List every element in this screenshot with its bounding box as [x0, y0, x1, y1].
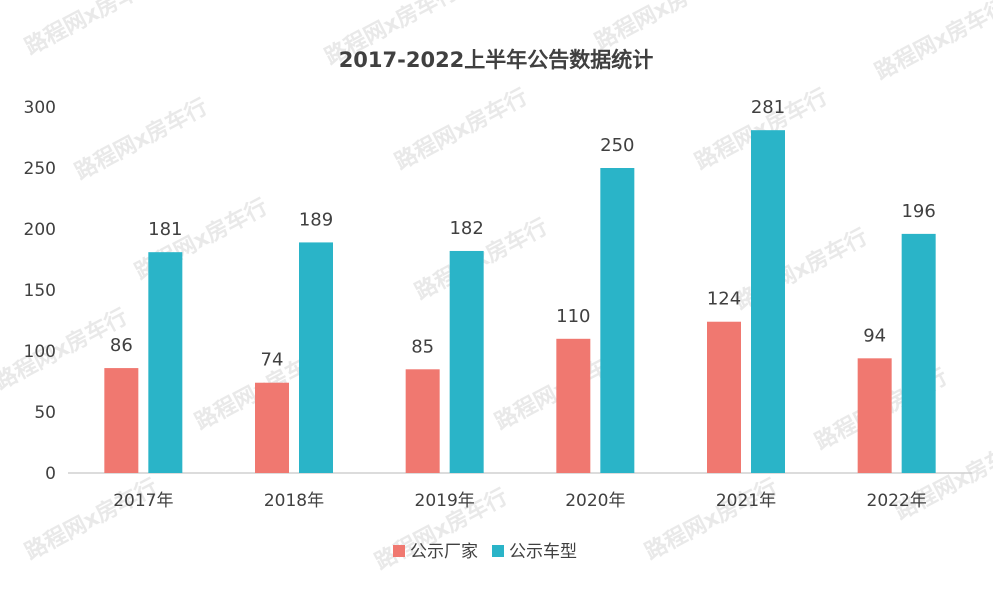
x-tick-label: 2020年 — [565, 491, 625, 511]
bar — [556, 338, 591, 473]
bar — [104, 368, 139, 473]
data-label: 110 — [556, 306, 590, 327]
data-label: 85 — [411, 336, 434, 357]
x-tick-label: 2021年 — [716, 491, 776, 511]
y-tick-label: 100 — [24, 342, 56, 362]
legend: 公示厂家 公示车型 — [393, 542, 577, 562]
watermark-text: 路程网x房车行 — [71, 94, 212, 186]
chart-title: 2017-2022上半年公告数据统计 — [339, 48, 654, 72]
data-label: 181 — [148, 219, 182, 240]
bar — [600, 168, 635, 473]
y-axis: 0 50 100 150 200 250 300 — [24, 98, 56, 484]
watermark-text: 路程网x房车行 — [21, 474, 162, 566]
data-label: 124 — [707, 289, 741, 310]
legend-swatch — [393, 545, 405, 557]
y-tick-label: 0 — [45, 464, 56, 484]
y-tick-label: 150 — [24, 281, 56, 301]
data-label: 74 — [261, 350, 284, 371]
data-label: 250 — [600, 135, 634, 156]
data-label: 86 — [110, 335, 133, 356]
bar — [148, 252, 183, 473]
data-label: 196 — [901, 201, 935, 222]
x-axis: 2017年 2018年 2019年 2020年 2021年 2022年 — [113, 491, 927, 511]
watermark-text: 路程网x房车行 — [641, 474, 782, 566]
data-label: 182 — [449, 218, 483, 239]
legend-swatch — [492, 545, 504, 557]
y-tick-label: 300 — [24, 98, 56, 118]
data-label: 189 — [299, 209, 333, 230]
bar — [299, 242, 333, 473]
legend-label: 公示车型 — [509, 542, 577, 562]
watermark-text: 路程网x房车行 — [391, 84, 532, 176]
bar — [751, 130, 785, 473]
watermark-text: 路程网x房车行 — [591, 0, 732, 55]
bar — [857, 358, 892, 473]
bar — [255, 382, 289, 473]
watermark-text: 路程网x房车行 — [21, 0, 162, 60]
watermark-text: 路程网x房车行 — [871, 0, 993, 85]
x-tick-label: 2017年 — [113, 491, 173, 511]
x-tick-label: 2018年 — [264, 491, 324, 511]
x-tick-label: 2019年 — [415, 491, 475, 511]
data-label: 281 — [751, 97, 785, 118]
legend-label: 公示厂家 — [410, 542, 478, 562]
y-tick-label: 200 — [24, 220, 56, 240]
data-label: 94 — [863, 325, 886, 346]
bar — [707, 321, 741, 473]
bar — [449, 250, 484, 473]
y-tick-label: 250 — [24, 159, 56, 179]
y-tick-label: 50 — [34, 403, 56, 423]
bars: 86 181 74 189 85 182 110 250 124 281 94 196 — [104, 97, 936, 473]
x-tick-label: 2022年 — [867, 491, 927, 511]
bar — [901, 233, 936, 473]
bar — [405, 369, 440, 473]
